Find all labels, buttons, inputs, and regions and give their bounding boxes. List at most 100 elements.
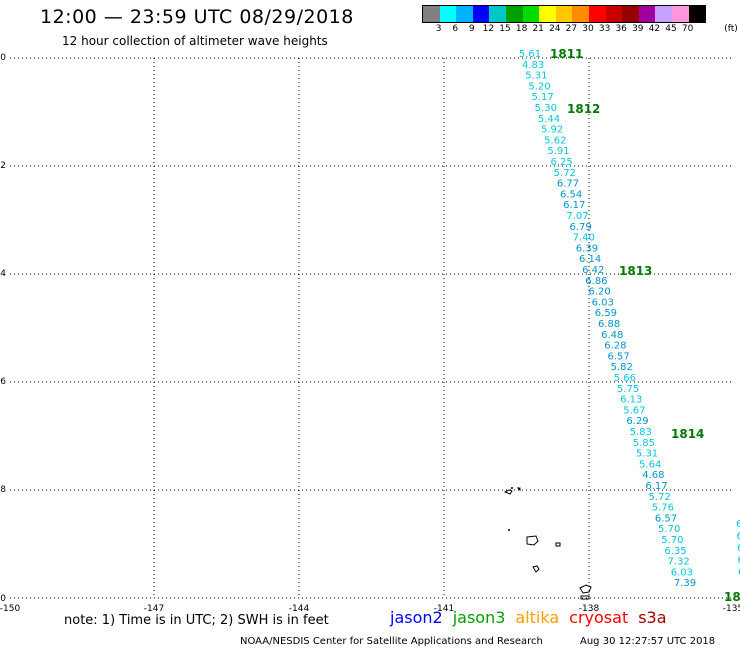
- wave-height-value: 7.32: [668, 557, 690, 568]
- wave-height-value: 6.20: [588, 287, 610, 298]
- color-swatch: [605, 6, 623, 22]
- wave-height-value: 6.14: [579, 254, 601, 265]
- wave-height-value: 6.88: [598, 319, 620, 330]
- wave-height-value: 6.: [738, 555, 740, 566]
- wave-height-value: 6.03: [592, 297, 614, 308]
- longitude-label: -150: [0, 604, 20, 614]
- wave-height-value: 6.: [737, 543, 740, 554]
- color-swatch: [555, 6, 573, 22]
- latitude-label: -8: [0, 485, 6, 495]
- wave-height-value: 5.76: [652, 503, 674, 514]
- color-swatch: [588, 6, 606, 22]
- color-scale-label: 30: [582, 24, 594, 34]
- wave-height-value: 5.64: [639, 459, 661, 470]
- latitude-label: -10: [0, 594, 6, 604]
- color-swatch: [688, 6, 706, 22]
- color-scale-label: 3: [435, 24, 442, 34]
- track-id-label: 1813: [619, 264, 652, 278]
- color-swatch: [572, 6, 589, 22]
- track-id-label: 1814: [671, 427, 704, 441]
- wave-height-value: 6.59: [595, 308, 617, 319]
- wave-height-value: 4.83: [522, 60, 544, 71]
- wave-height-value: 6.: [738, 567, 740, 578]
- wave-height-value: 6.03: [671, 567, 693, 578]
- wave-height-value: 7.39: [674, 578, 696, 589]
- latitude-label: -6: [0, 377, 6, 387]
- wave-height-value: 5.72: [554, 168, 576, 179]
- wave-height-value: 6.79: [569, 222, 591, 233]
- wave-height-value: 5.91: [547, 146, 569, 157]
- wave-height-value: 6.25: [550, 157, 572, 168]
- color-swatch: [671, 6, 689, 22]
- color-swatch: [655, 6, 672, 22]
- color-swatch: [505, 6, 523, 22]
- wave-height-value: 6.48: [601, 330, 623, 341]
- wave-height-value: 6.39: [576, 243, 598, 254]
- longitude-label: -144: [289, 604, 310, 614]
- color-swatch: [472, 6, 490, 22]
- wave-height-value: 6.29: [626, 416, 648, 427]
- satellite-legend: jason2 jason3 altika cryosat s3a: [390, 608, 677, 627]
- wave-height-value: 5.70: [661, 535, 683, 546]
- color-swatch: [423, 6, 440, 22]
- longitude-label: -141: [434, 604, 454, 614]
- wave-height-value: 5.83: [630, 427, 652, 438]
- wave-height-value: 5.82: [611, 362, 633, 373]
- island-outline: [579, 584, 592, 594]
- legend-note: note: 1) Time is in UTC; 2) SWH is in fe…: [64, 613, 329, 628]
- wave-height-value: 5.44: [538, 114, 560, 125]
- island-outline: [580, 595, 590, 600]
- color-scale-label: 9: [468, 24, 475, 34]
- island-outline: [532, 565, 540, 573]
- wave-height-value: 6.77: [557, 179, 579, 190]
- page-subtitle: 12 hour collection of altimeter wave hei…: [62, 34, 328, 48]
- legend-satellite-cryosat: cryosat: [569, 608, 629, 627]
- footer-timestamp: Aug 30 12:27:57 UTC 2018: [580, 636, 716, 647]
- wave-height-value: 6.57: [655, 513, 677, 524]
- color-scale-label: 39: [632, 24, 644, 34]
- wave-height-value: 5.62: [544, 135, 566, 146]
- wave-height-value: 5.66: [614, 373, 636, 384]
- wave-height-value: 6.13: [620, 395, 642, 406]
- wave-height-value: 5.20: [528, 81, 550, 92]
- wave-height-value: 5.17: [532, 92, 554, 103]
- island-outline: [503, 489, 513, 495]
- latitude-label: -4: [0, 269, 6, 279]
- longitude-label: -138: [579, 604, 600, 614]
- island-dot: [511, 487, 513, 489]
- legend-satellite-altika: altika: [515, 608, 560, 627]
- color-scale-label: 70: [681, 24, 694, 34]
- wave-height-value: 6.17: [645, 481, 667, 492]
- color-scale-label: 15: [499, 24, 511, 34]
- wave-height-value: 5.85: [633, 438, 655, 449]
- wave-height-value: 7.40: [573, 233, 595, 244]
- legend-satellite-jason2: jason2: [390, 608, 443, 627]
- track-id-label: 1811: [550, 47, 583, 61]
- color-scale-unit: (ft): [724, 24, 738, 34]
- wave-height-value: 5.31: [636, 449, 658, 460]
- island-dot: [508, 529, 510, 531]
- color-scale-label: 33: [598, 24, 611, 34]
- wave-height-value: 6.42: [582, 265, 604, 276]
- wave-height-value: 5.75: [617, 384, 639, 395]
- color-swatch: [489, 6, 506, 22]
- track-id-label: 18: [724, 590, 740, 604]
- wave-height-value: 5.67: [623, 405, 645, 416]
- legend-satellite-jason3: jason3: [452, 608, 506, 627]
- wave-height-value: 6.17: [563, 200, 585, 211]
- wave-height-value: 5.30: [535, 103, 557, 114]
- wave-height-value: 7.07: [566, 211, 588, 222]
- wave-height-value: 4.68: [642, 470, 664, 481]
- longitude-label: -147: [144, 604, 164, 614]
- color-swatch: [638, 6, 656, 22]
- wave-height-value: 5.61: [519, 49, 541, 60]
- track-id-label: 1812: [567, 102, 600, 116]
- wave-height-value: 5.92: [541, 125, 563, 136]
- color-scale-labels: 3 6 9 12 15 18 21 24 27 30 33 36 39 42 45 70 (ft): [422, 24, 740, 36]
- wave-height-value: 6.35: [664, 546, 686, 557]
- color-scale-label: 36: [615, 24, 627, 34]
- color-swatch: [522, 6, 540, 22]
- wave-height-value: 6: [736, 519, 740, 530]
- legend-satellite-s3a: s3a: [638, 608, 667, 627]
- wave-height-value: 6.57: [607, 351, 629, 362]
